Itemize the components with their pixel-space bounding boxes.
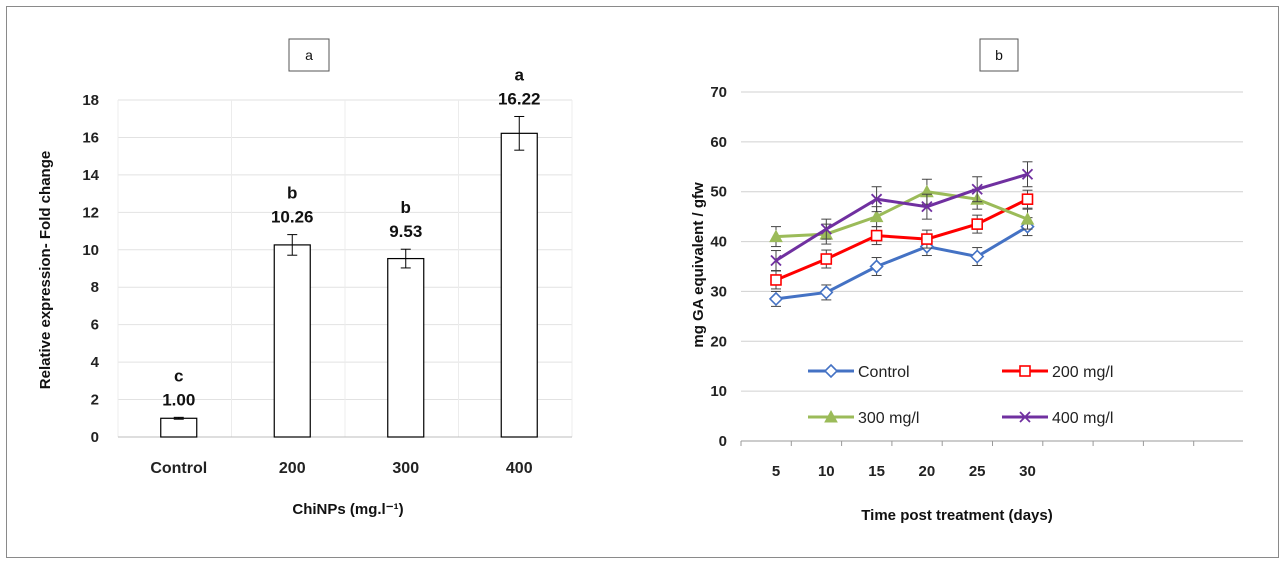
line-point bbox=[819, 285, 834, 300]
panel-label: a bbox=[305, 47, 313, 63]
bar-y-tick-label: 18 bbox=[82, 92, 99, 109]
line-y-tick-label: 30 bbox=[710, 283, 727, 300]
line-point bbox=[824, 409, 838, 423]
bar-y-axis-title: Relative expression- Fold change bbox=[37, 151, 54, 389]
line-series bbox=[770, 161, 1034, 271]
line-y-tick-label: 70 bbox=[710, 84, 727, 101]
line-y-tick-labels: 0 10 20 30 40 50 60 70 bbox=[710, 84, 727, 450]
bar-series: 1.00 c 10.26 b 9.53 b 16.22 a bbox=[160, 65, 541, 438]
bar-y-tick-label: 4 bbox=[91, 354, 100, 371]
line-legend: Control 200 mg/l 300 mg/l 400 mg/l bbox=[808, 363, 1113, 427]
line-point bbox=[1021, 193, 1034, 205]
bar-grid bbox=[117, 99, 573, 438]
figure-frame bbox=[6, 6, 1279, 558]
series-line bbox=[775, 225, 1029, 301]
bar bbox=[160, 417, 198, 438]
bar-significance-letter: a bbox=[515, 65, 525, 84]
line-point bbox=[1019, 365, 1031, 377]
bar-x-tick-label: 200 bbox=[279, 460, 306, 477]
line-y-tick-label: 10 bbox=[710, 383, 727, 400]
line-point bbox=[869, 209, 884, 223]
line-y-tick-label: 50 bbox=[710, 184, 727, 201]
line-point bbox=[971, 183, 983, 195]
line-x-tick-labels: 5 10 15 20 25 30 bbox=[772, 463, 1036, 480]
line-x-tick-label: 20 bbox=[919, 463, 936, 480]
bar-x-tick-label: Control bbox=[150, 460, 207, 477]
bar-data-label: 1.00 bbox=[162, 390, 195, 409]
line-point bbox=[770, 254, 782, 267]
line-point bbox=[1021, 168, 1034, 180]
bar-y-tick-label: 14 bbox=[82, 167, 99, 184]
legend-label: 300 mg/l bbox=[858, 410, 919, 427]
line-point bbox=[870, 229, 883, 242]
bar-chart-panel: a 0 2 4 6 8 10 12 14 16 18 1.00 c 10.26 b 9.53 b 16.22 a… bbox=[37, 38, 573, 518]
line-point bbox=[921, 201, 933, 213]
line-y-tick-label: 0 bbox=[719, 433, 727, 450]
line-x-axis-title: Time post treatment (days) bbox=[861, 507, 1052, 524]
line-y-tick-label: 20 bbox=[710, 333, 727, 350]
panel-label: b bbox=[995, 47, 1003, 63]
line-point bbox=[820, 223, 832, 235]
line-point bbox=[769, 229, 783, 243]
bar-y-tick-label: 8 bbox=[91, 279, 99, 296]
series-line bbox=[775, 190, 1029, 239]
line-point bbox=[1019, 411, 1031, 423]
bar-y-tick-labels: 0 2 4 6 8 10 12 14 16 18 bbox=[82, 92, 99, 446]
line-point bbox=[971, 218, 984, 230]
bar-significance-letter: c bbox=[174, 366, 183, 385]
line-y-tick-label: 40 bbox=[710, 234, 727, 251]
line-series bbox=[768, 217, 1035, 307]
line-point bbox=[768, 291, 784, 307]
line-y-tick-label: 60 bbox=[710, 134, 727, 151]
panel-label-box bbox=[288, 38, 330, 72]
bar bbox=[387, 257, 425, 438]
line-point bbox=[970, 249, 985, 264]
legend-label: 400 mg/l bbox=[1052, 410, 1113, 427]
line-point bbox=[823, 363, 839, 379]
bar-significance-letter: b bbox=[287, 184, 297, 203]
series-line bbox=[775, 197, 1029, 282]
bar-y-tick-label: 16 bbox=[82, 129, 99, 146]
line-point bbox=[870, 193, 883, 205]
bar-y-tick-label: 6 bbox=[91, 317, 99, 334]
bar bbox=[500, 132, 538, 438]
line-series-group bbox=[768, 161, 1035, 307]
line-series bbox=[770, 189, 1034, 290]
line-grid bbox=[740, 91, 1243, 446]
bar-data-label: 16.22 bbox=[498, 89, 541, 108]
bar-x-axis-title: ChiNPs (mg.l⁻¹) bbox=[292, 501, 403, 518]
bar-data-label: 10.26 bbox=[271, 208, 314, 227]
bar-x-tick-labels: Control 200 300 400 bbox=[150, 460, 532, 477]
bar bbox=[273, 244, 311, 438]
bar-y-tick-label: 0 bbox=[91, 429, 99, 446]
line-point bbox=[869, 259, 884, 274]
bar-y-tick-label: 10 bbox=[82, 242, 99, 259]
line-chart-panel: b 0 10 20 30 40 50 60 70 5 10 15 20 25 30 Control 200… bbox=[690, 38, 1243, 524]
bar-x-tick-label: 400 bbox=[506, 460, 533, 477]
line-point bbox=[1020, 212, 1035, 225]
line-y-axis-title: mg GA equivalent / gfw bbox=[690, 182, 707, 348]
bar-y-tick-label: 2 bbox=[91, 392, 99, 409]
line-x-tick-label: 25 bbox=[969, 463, 986, 480]
line-x-tick-label: 5 bbox=[772, 463, 780, 480]
legend-label: 200 mg/l bbox=[1052, 364, 1113, 381]
line-x-tick-label: 10 bbox=[818, 463, 835, 480]
bar-y-tick-label: 12 bbox=[82, 204, 99, 221]
bar-significance-letter: b bbox=[401, 198, 411, 217]
line-x-tick-label: 15 bbox=[868, 463, 885, 480]
panel-label-box bbox=[979, 38, 1019, 72]
line-point bbox=[770, 274, 782, 286]
bar-x-tick-label: 300 bbox=[392, 460, 419, 477]
line-x-tick-label: 30 bbox=[1019, 463, 1036, 480]
line-point bbox=[921, 233, 933, 245]
line-point bbox=[820, 253, 833, 265]
series-line bbox=[775, 172, 1028, 262]
bar-data-label: 9.53 bbox=[389, 222, 422, 241]
legend-label: Control bbox=[858, 364, 910, 381]
